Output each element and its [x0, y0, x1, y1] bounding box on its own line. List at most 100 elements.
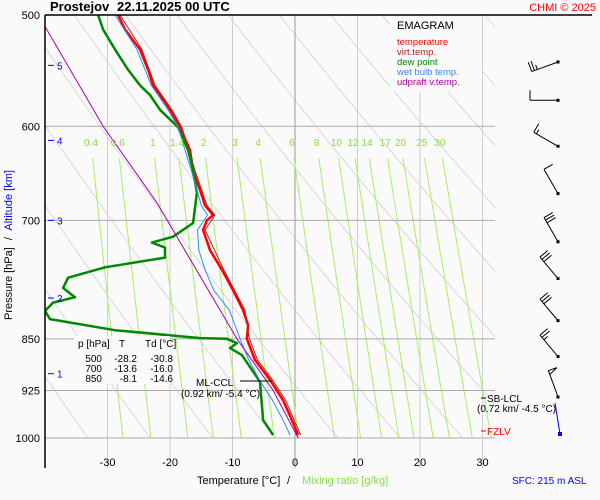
legend-item: wet bulb temp. — [396, 67, 459, 78]
mixing-ratio-line — [318, 157, 362, 439]
wind-barbs — [527, 60, 562, 436]
mixing-ratio-label: 1.4 — [170, 138, 184, 149]
altitude-label: 2 — [57, 294, 63, 305]
mixing-ratio-line — [368, 157, 415, 439]
altitude-label: 5 — [57, 61, 63, 72]
x-tick-label: 10 — [351, 457, 363, 469]
x-tick-label: 0 — [292, 457, 298, 469]
mixing-ratio-line — [293, 157, 335, 439]
mixing-ratio-labels: 0.4 0.6 1 1.4 2 3 4 6 8 10 12 14 17 20 25 30 — [84, 138, 446, 149]
mixing-ratio-label: 0.4 — [84, 138, 98, 149]
altitude-label: 1 — [57, 370, 63, 381]
table-cell: -14.6 — [150, 374, 173, 385]
wind-barb — [539, 250, 560, 281]
y-tick-label: 500 — [22, 10, 40, 22]
x-tick-label: -20 — [162, 457, 178, 469]
x-tick-label: -10 — [225, 457, 241, 469]
dry-adiabat — [278, 15, 495, 272]
series-dew-point-line — [45, 15, 275, 436]
ylabel2: Altitude [km] — [3, 170, 15, 231]
mixing-ratio-line — [387, 157, 434, 439]
grid-lines — [45, 15, 495, 468]
level-table-bg — [74, 336, 170, 384]
mixing-ratio-label: 30 — [434, 138, 446, 149]
mixing-ratio-line — [402, 157, 450, 439]
series-wet-bulb-temp-line — [114, 15, 291, 436]
mixing-ratio-label: 20 — [395, 138, 407, 149]
altitude-label: 3 — [57, 216, 63, 227]
surface-wind-line — [554, 402, 561, 435]
wind-barb — [529, 90, 560, 102]
table-cell: -30.8 — [150, 354, 173, 365]
y-tick-label: 600 — [22, 121, 40, 133]
legend-item: udpraft v.temp. — [397, 77, 460, 88]
dry-adiabat — [73, 15, 401, 439]
mixing-ratio-label: 0.6 — [111, 138, 125, 149]
mixing-ratio-line — [178, 157, 214, 439]
dry-adiabat — [227, 15, 495, 338]
mixing-ratio-line — [338, 157, 383, 439]
wind-barb — [539, 292, 560, 323]
wind-barb — [543, 212, 560, 244]
level-table: p [hPa] T Td [°C] 500 -28.2 -30.8 700 -13.6 -16.… — [78, 339, 176, 385]
y-tick-label: 1000 — [16, 433, 40, 445]
mixing-ratio-line — [441, 157, 492, 439]
wind-barb — [547, 367, 560, 399]
table-cell: 850 — [85, 374, 102, 385]
mixing-ratio-line — [423, 157, 473, 439]
series-layer — [45, 15, 302, 439]
ylabel: Pressure [hPa] — [3, 247, 15, 320]
sb-lcl-detail: (0.72 km/ -4.5 °C) — [477, 404, 556, 415]
x-tick-label: 30 — [476, 457, 488, 469]
table-header: p [hPa] — [78, 339, 110, 350]
table-cell: -8.1 — [120, 374, 138, 385]
mixing-ratio-label: 10 — [331, 138, 343, 149]
x-tick-label: -30 — [100, 457, 116, 469]
legend-box — [390, 16, 482, 92]
altitude-label: 4 — [57, 136, 63, 147]
mixing-ratio-line — [354, 157, 400, 439]
series-temperature-line — [116, 15, 300, 436]
xlabel: Temperature [°C] — [197, 475, 280, 487]
ml-ccl-detail: (0.92 km/ -5.4 °C) — [181, 389, 260, 400]
table-cell: -28.2 — [114, 354, 137, 365]
mixing-ratio-label: 2 — [201, 138, 207, 149]
mixing-ratio-line — [118, 157, 152, 439]
series-virt-temp-line — [119, 15, 302, 436]
y-tick-label: 700 — [22, 215, 40, 227]
y-tick-label: 925 — [22, 385, 40, 397]
x-tick-labels: -30 -20 -10 0 10 20 30 — [100, 457, 489, 469]
table-cell: 500 — [85, 354, 102, 365]
grid — [45, 14, 495, 468]
dry-adiabat — [176, 15, 495, 406]
mixing-ratio-label: 3 — [232, 138, 238, 149]
y-tick-label: 850 — [22, 334, 40, 346]
mixing-ratio-line — [154, 157, 189, 439]
mixing-ratio-label: 1 — [150, 138, 156, 149]
legend-item: temperature — [397, 37, 448, 48]
station-title: Prostejov — [50, 0, 110, 14]
wind-barb — [527, 60, 560, 73]
y-axis-title: Pressure [hPa] / Altitude [km] — [3, 170, 15, 320]
svg-text:Pressure [hPa] / A: Pressure [hPa] / Altitude [km] — [3, 170, 15, 320]
legend-item: virt.temp. — [397, 47, 436, 58]
mixing-ratio-label: 14 — [361, 138, 373, 149]
wind-barb — [533, 123, 560, 148]
mixing-ratio-line — [92, 157, 124, 439]
table-cell: -13.6 — [114, 364, 137, 375]
dry-adiabat — [45, 46, 339, 439]
xlabel-sep: / — [287, 475, 291, 487]
wind-barb — [543, 163, 560, 196]
table-header: T — [119, 339, 125, 350]
dry-adiabat — [45, 375, 89, 439]
mixing-ratio-label: 12 — [347, 138, 359, 149]
legend-title: EMAGRAM — [397, 20, 454, 32]
series-udpraft-v-temp-line — [45, 26, 299, 439]
mixing-ratio-line — [236, 157, 275, 439]
table-cell: 700 — [85, 364, 102, 375]
surface-wind-marker — [558, 432, 562, 436]
ml-ccl-label: ML-CCL — [196, 378, 234, 389]
mixing-ratio-label: 17 — [380, 138, 392, 149]
